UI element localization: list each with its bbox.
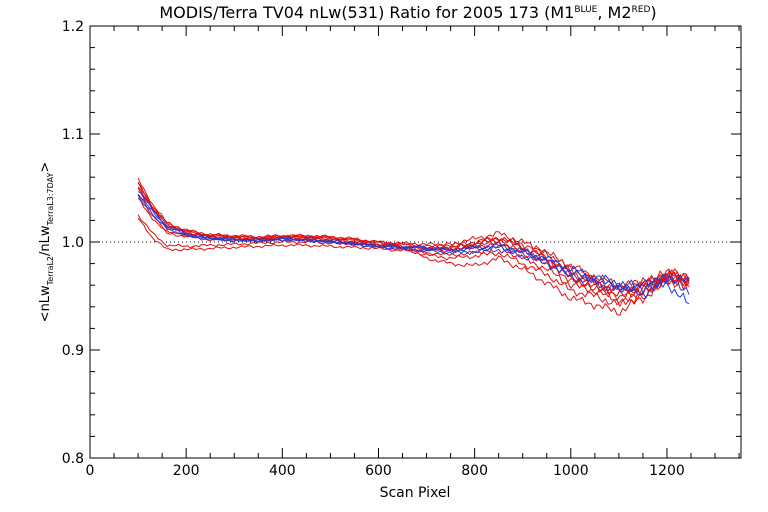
title-mid: , M2 — [597, 3, 631, 22]
ylabel-sub2: TerraL3:7DAY — [46, 172, 55, 226]
ylabel-slash: /nLw — [38, 225, 53, 256]
x-tick-label: 0 — [86, 463, 95, 479]
x-tick-label: 200 — [173, 463, 200, 479]
y-tick-label: 0.8 — [62, 451, 84, 467]
title-sup-red: RED — [632, 5, 651, 15]
ylabel-close: > — [38, 162, 53, 173]
x-tick-label: 1200 — [649, 463, 685, 479]
series-line-m1-2 — [137, 193, 690, 305]
x-axis-ticks: 0 200 400 600 800 1000 1200 — [86, 26, 740, 479]
ylabel-open: <nLw — [38, 285, 53, 322]
series-line-m2-10 — [137, 186, 690, 316]
y-axis-label: <nLwTerraL2/nLwTerraL3:7DAY> — [38, 162, 55, 323]
plot-border — [89, 25, 742, 459]
plot-frame — [89, 25, 742, 459]
chart-title: MODIS/Terra TV04 nLw(531) Ratio for 2005… — [159, 3, 656, 22]
x-tick-label: 600 — [365, 463, 392, 479]
x-tick-label: 400 — [269, 463, 296, 479]
series-layer — [137, 177, 690, 316]
ylabel-sub1: TerraL2 — [46, 256, 55, 286]
series-line-m2-5 — [137, 177, 690, 291]
title-sup-blue: BLUE — [574, 5, 597, 15]
y-axis-ticks: 0.8 0.9 1.0 1.1 1.2 — [62, 19, 741, 467]
title-main: MODIS/Terra TV04 nLw(531) Ratio for 2005… — [159, 3, 574, 22]
x-tick-label: 1000 — [553, 463, 589, 479]
series-line-m1-1 — [137, 194, 690, 295]
series-line-m2-11 — [137, 181, 690, 298]
series-line-m2-8 — [137, 214, 690, 290]
series-line-m1-0 — [137, 190, 690, 294]
series-line-m2-9 — [137, 217, 690, 294]
y-tick-label: 1.1 — [62, 127, 84, 143]
x-axis-label: Scan Pixel — [380, 485, 451, 501]
y-tick-label: 0.9 — [62, 343, 84, 359]
x-tick-label: 800 — [461, 463, 488, 479]
y-tick-label: 1.0 — [62, 235, 84, 251]
chart-title-text: MODIS/Terra TV04 nLw(531) Ratio for 2005… — [159, 3, 656, 22]
title-end: ) — [650, 3, 656, 22]
y-tick-label: 1.2 — [62, 19, 84, 35]
